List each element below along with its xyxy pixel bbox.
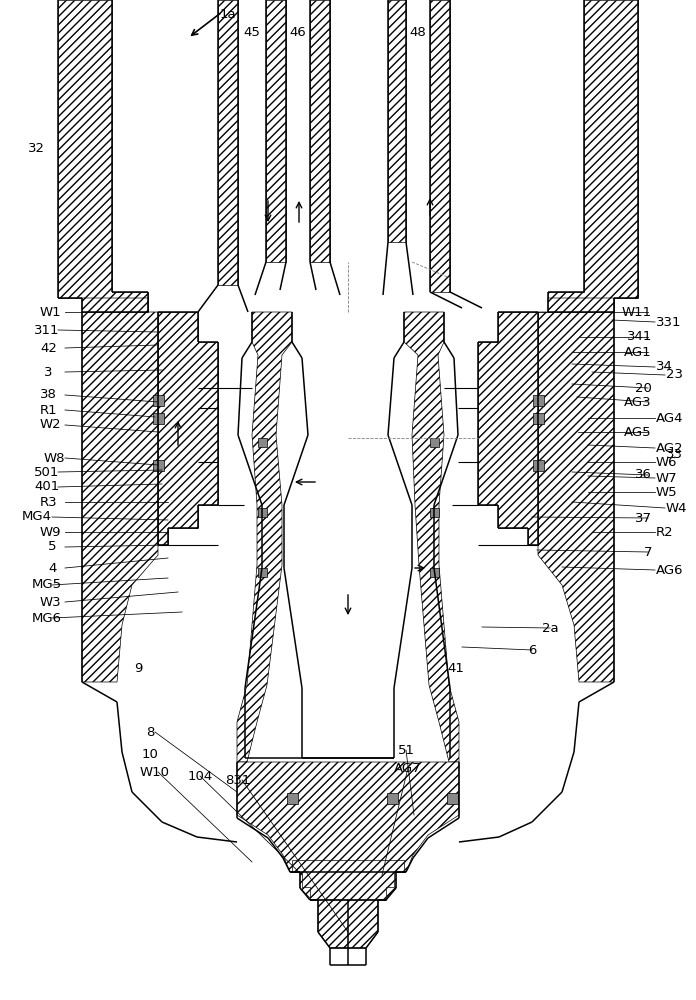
Bar [386, 792, 397, 804]
Bar [429, 438, 438, 446]
Polygon shape [237, 762, 459, 902]
Text: 4: 4 [48, 562, 56, 574]
Text: 33: 33 [666, 448, 683, 462]
Text: 20: 20 [635, 381, 652, 394]
Polygon shape [404, 312, 459, 762]
Polygon shape [266, 0, 286, 262]
Bar [532, 394, 544, 406]
Text: AG1: AG1 [624, 346, 652, 359]
Bar [429, 568, 438, 576]
Text: 42: 42 [40, 342, 57, 355]
Text: 10: 10 [141, 748, 159, 762]
Text: W9: W9 [40, 526, 61, 538]
Text: 501: 501 [34, 466, 59, 479]
Bar [429, 508, 438, 516]
Text: 34: 34 [656, 360, 673, 373]
Text: 46: 46 [290, 25, 306, 38]
Polygon shape [478, 312, 538, 545]
Text: 401: 401 [34, 481, 59, 493]
Polygon shape [548, 0, 638, 312]
Polygon shape [538, 298, 614, 682]
Bar [287, 792, 297, 804]
Bar [447, 792, 457, 804]
Text: R2: R2 [656, 526, 674, 538]
Text: MG5: MG5 [32, 578, 62, 591]
Polygon shape [58, 0, 148, 312]
Text: MG6: MG6 [32, 611, 62, 624]
Polygon shape [430, 0, 450, 292]
Text: 2a: 2a [541, 621, 558, 635]
Text: 5: 5 [48, 540, 56, 554]
Text: W5: W5 [656, 486, 678, 498]
Text: 3: 3 [44, 365, 52, 378]
Bar [532, 460, 544, 471]
Bar [532, 412, 544, 424]
Text: W3: W3 [40, 595, 62, 608]
Text: AG4: AG4 [656, 412, 683, 424]
Text: AG7: AG7 [394, 762, 422, 774]
Bar [258, 508, 267, 516]
Text: 37: 37 [635, 512, 652, 524]
Text: 7: 7 [644, 546, 652, 558]
Text: 48: 48 [410, 25, 427, 38]
Bar [152, 412, 164, 424]
Polygon shape [310, 0, 330, 262]
Text: W7: W7 [656, 472, 678, 485]
Polygon shape [292, 860, 404, 900]
Text: 6: 6 [528, 644, 536, 656]
Text: AG5: AG5 [624, 426, 652, 438]
Text: 38: 38 [40, 388, 57, 401]
Text: AG2: AG2 [656, 442, 683, 454]
Text: W8: W8 [44, 452, 65, 464]
Bar [258, 438, 267, 446]
Text: W6: W6 [656, 456, 677, 468]
Text: 331: 331 [656, 316, 681, 328]
Text: 831: 831 [226, 774, 251, 786]
Text: R1: R1 [40, 403, 58, 416]
Text: R3: R3 [40, 495, 58, 508]
Text: W10: W10 [140, 766, 170, 778]
Text: 41: 41 [448, 662, 464, 674]
Bar [258, 568, 267, 576]
Text: 45: 45 [244, 25, 260, 38]
Text: 9: 9 [134, 662, 142, 674]
Polygon shape [237, 312, 292, 762]
Text: 341: 341 [626, 330, 652, 344]
Text: W4: W4 [666, 502, 688, 514]
Polygon shape [158, 312, 218, 545]
Polygon shape [218, 0, 238, 285]
Polygon shape [82, 298, 158, 682]
Text: 23: 23 [666, 368, 683, 381]
Text: 36: 36 [635, 468, 652, 482]
Text: W11: W11 [622, 306, 652, 318]
Text: 51: 51 [397, 744, 415, 756]
Text: AG6: AG6 [656, 564, 683, 576]
Text: W2: W2 [40, 418, 62, 432]
Polygon shape [318, 900, 378, 948]
Polygon shape [388, 0, 406, 242]
Text: MG4: MG4 [22, 510, 52, 524]
Text: AG3: AG3 [624, 395, 652, 408]
Text: 104: 104 [187, 770, 212, 782]
Text: 32: 32 [28, 141, 45, 154]
Text: 311: 311 [34, 324, 59, 336]
Bar [152, 460, 164, 471]
Bar [152, 394, 164, 406]
Text: 8: 8 [146, 726, 155, 738]
Text: W1: W1 [40, 306, 62, 318]
Text: 1a: 1a [220, 8, 237, 21]
